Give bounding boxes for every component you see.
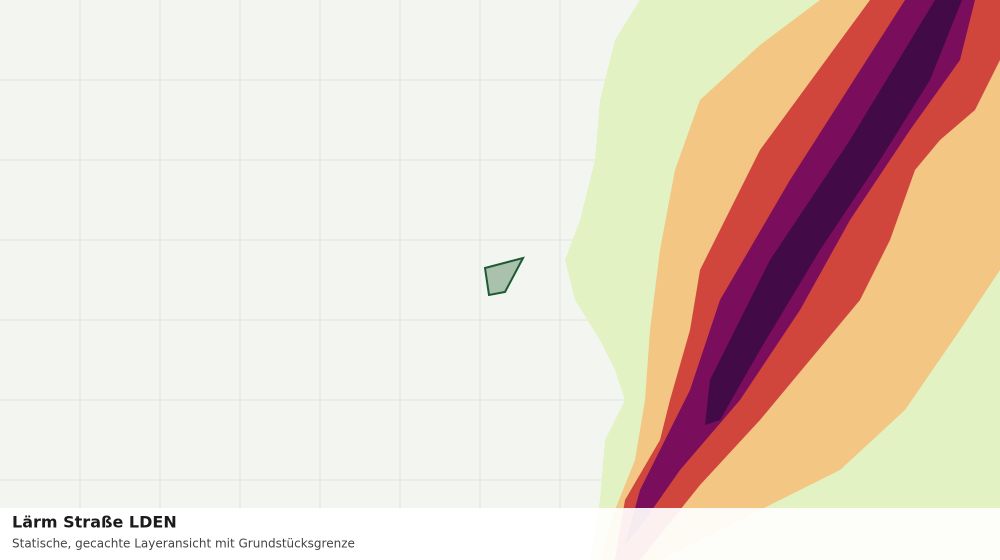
noise-zone-extreme: [705, 0, 962, 425]
caption-panel: [0, 508, 1000, 560]
map-subtitle: Statische, gecachte Layeransicht mit Gru…: [12, 537, 355, 551]
map-title: Lärm Straße LDEN: [12, 513, 177, 532]
parcel-boundary[interactable]: [483, 256, 525, 297]
